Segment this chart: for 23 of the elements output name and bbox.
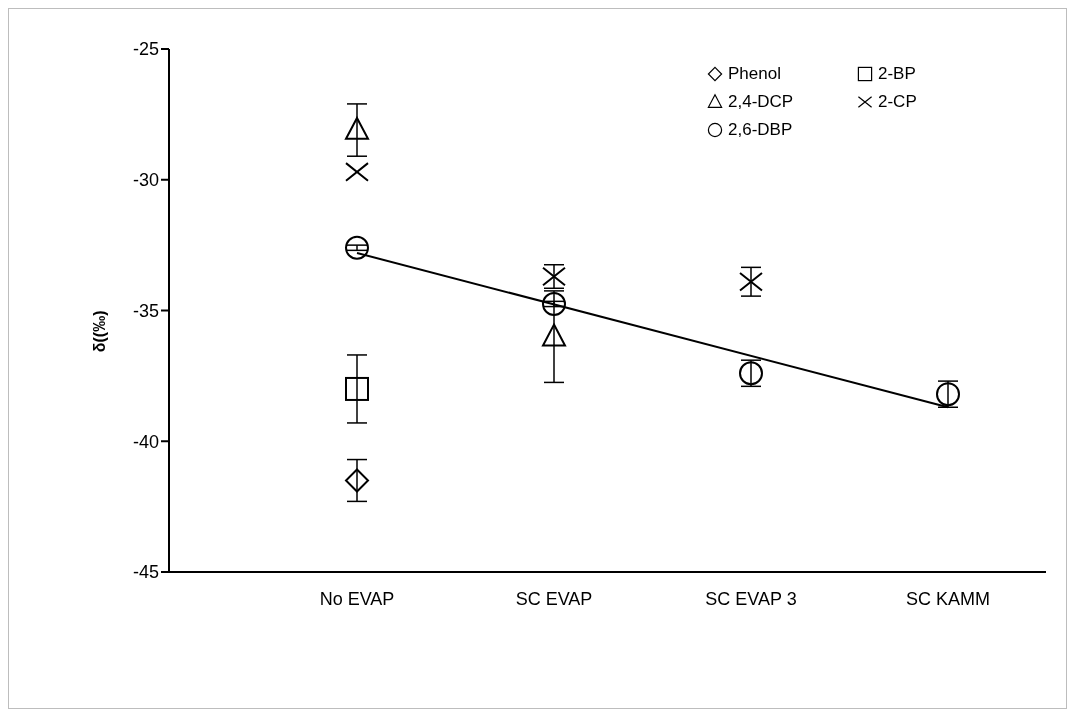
- x-tick-label: SC KAMM: [905, 588, 991, 609]
- x-tick-label: No EVAP: [319, 588, 395, 609]
- legend-label: Phenol: [728, 64, 781, 84]
- point: [345, 468, 369, 493]
- y-tick-label: -45: [132, 562, 159, 583]
- point: [345, 162, 369, 182]
- legend-label: 2,6-DBP: [728, 120, 793, 140]
- y-tick-label: -30: [132, 170, 159, 191]
- y-tick-label: -40: [132, 431, 159, 452]
- point: [542, 323, 566, 347]
- legend-label: 2-BP: [878, 64, 916, 84]
- legend-label: 2-CP: [878, 92, 917, 112]
- point: [345, 235, 369, 260]
- point: [345, 376, 369, 401]
- x-tick-label: SC EVAP 3: [705, 588, 797, 609]
- point: [345, 116, 369, 140]
- y-tick-label: -25: [132, 39, 159, 60]
- y-tick-label: -35: [132, 300, 159, 321]
- y-axis-title: δ((‰): [90, 310, 108, 353]
- point: [542, 291, 566, 316]
- legend-label: 2,4-DCP: [728, 92, 794, 112]
- point: [739, 271, 763, 292]
- x-tick-label: SC EVAP: [515, 588, 593, 609]
